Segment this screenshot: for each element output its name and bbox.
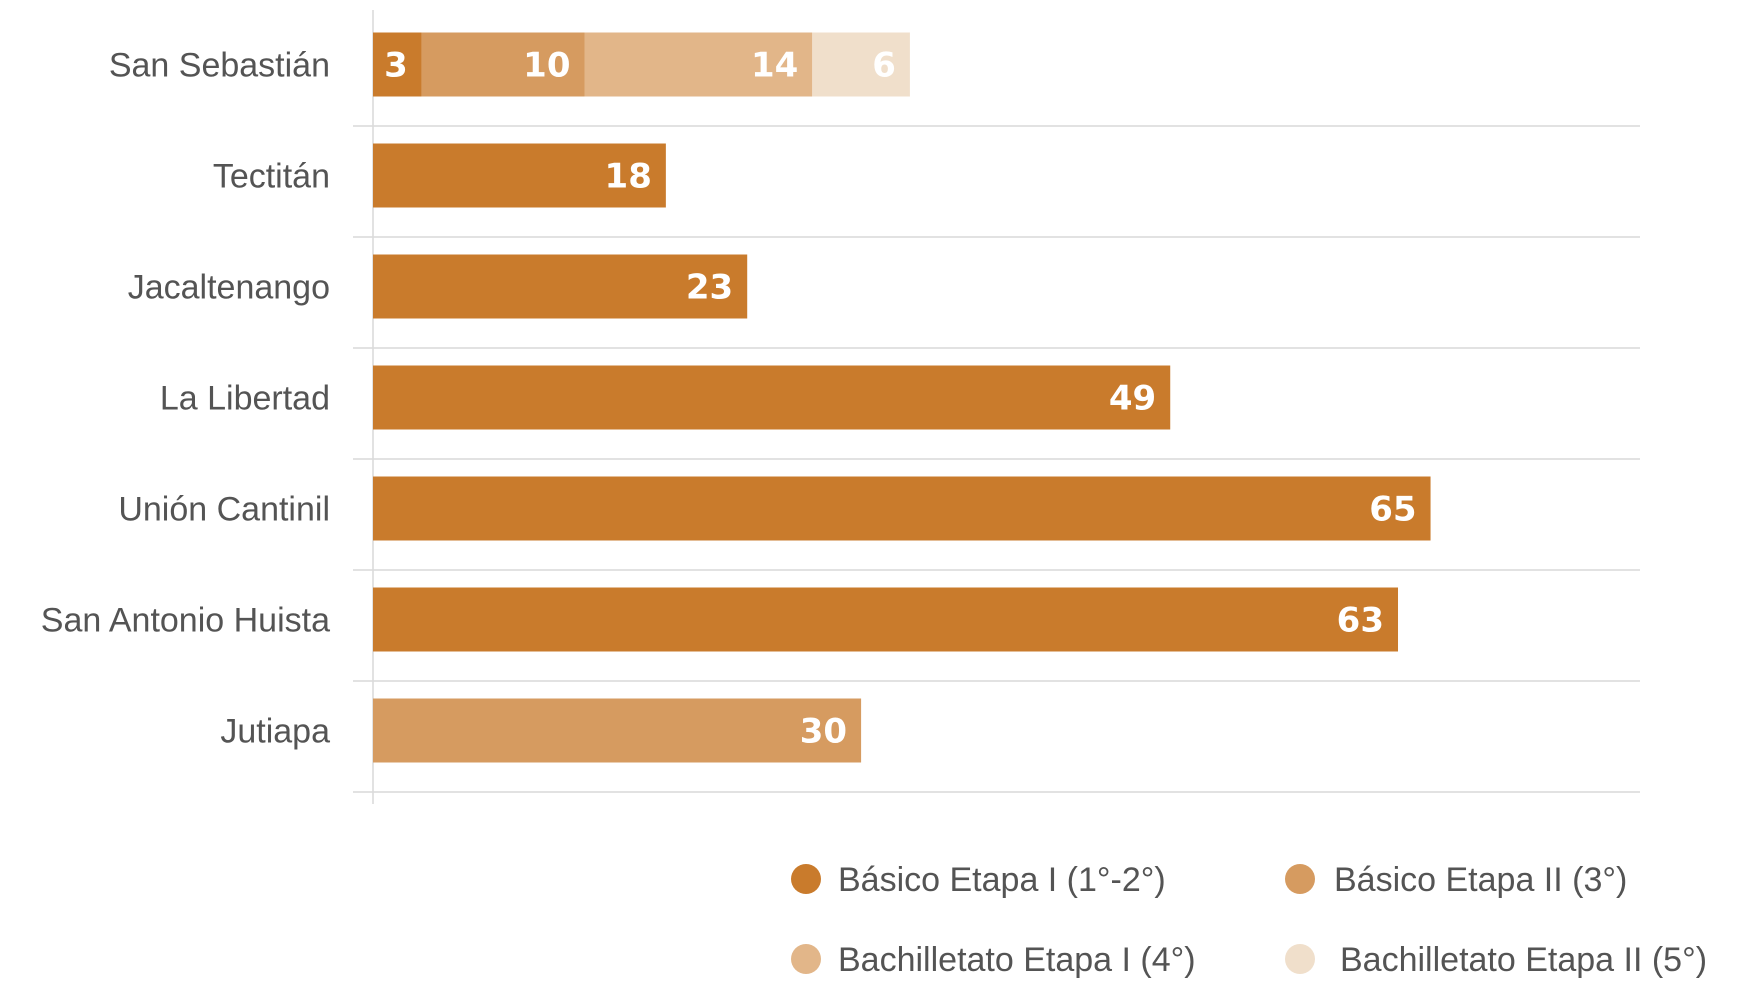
legend: Básico Etapa I (1°-2°) Básico Etapa II (3… — [791, 861, 1707, 979]
bar-segment — [421, 32, 585, 97]
legend-marker — [791, 944, 821, 974]
bar-segment — [373, 698, 862, 763]
category-label: San Sebastián — [109, 47, 330, 85]
bar-segment — [812, 32, 910, 97]
data-label: 14 — [751, 46, 798, 86]
data-label: 65 — [1369, 490, 1416, 530]
bar-segment — [373, 143, 666, 208]
legend-label: Bachilletato Etapa I (4°) — [838, 941, 1196, 979]
category-label: Jacaltenango — [128, 269, 330, 307]
data-label: 23 — [686, 268, 733, 308]
data-label: 3 — [384, 46, 408, 86]
data-label: 6 — [872, 46, 896, 86]
category-label: Unión Cantinil — [118, 491, 330, 529]
legend-marker — [1285, 864, 1315, 894]
legend-label: Básico Etapa I (1°-2°) — [838, 861, 1166, 899]
category-label: Jutiapa — [220, 713, 330, 751]
category-label: Tectitán — [213, 158, 330, 196]
bar-segment — [373, 587, 1399, 652]
data-label: 63 — [1337, 601, 1384, 641]
data-label: 10 — [523, 46, 570, 86]
bar-segment — [584, 32, 813, 97]
category-label: La Libertad — [160, 380, 330, 418]
data-label: 18 — [605, 157, 652, 197]
bar-segment — [373, 32, 422, 97]
data-label: 30 — [800, 712, 847, 752]
bar-segment — [373, 365, 1171, 430]
bar-segment — [373, 254, 748, 319]
legend-label: Bachilletato Etapa II (5°) — [1340, 941, 1707, 979]
legend-marker — [791, 864, 821, 894]
legend-marker — [1285, 944, 1315, 974]
legend-label: Básico Etapa II (3°) — [1334, 861, 1627, 899]
data-label: 49 — [1109, 379, 1156, 419]
bars: 3 10 14 6 18 23 49 65 63 30 — [373, 32, 1431, 763]
bar-segment — [373, 476, 1431, 541]
grid — [353, 10, 1640, 804]
category-label: San Antonio Huista — [41, 602, 330, 640]
category-labels: San Sebastián Tectitán Jacaltenango La Libe… — [41, 47, 330, 751]
